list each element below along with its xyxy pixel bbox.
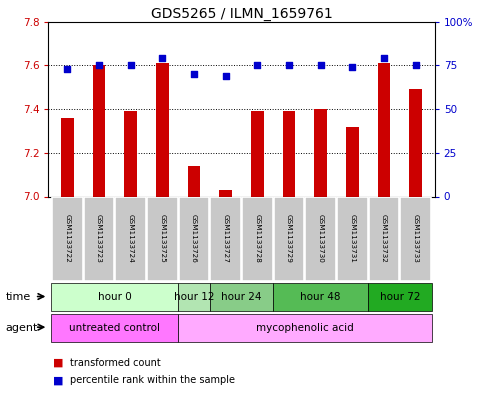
Point [380, 55, 388, 61]
Text: GSM1133732: GSM1133732 [381, 214, 387, 263]
Title: GDS5265 / ILMN_1659761: GDS5265 / ILMN_1659761 [151, 7, 332, 20]
Text: GSM1133722: GSM1133722 [64, 214, 71, 263]
Bar [124, 111, 137, 196]
Point [190, 71, 198, 77]
Point [222, 73, 229, 79]
Bar [211, 196, 241, 281]
Point [317, 62, 325, 68]
Bar [305, 196, 336, 281]
Bar [314, 109, 327, 196]
Text: GSM1133725: GSM1133725 [159, 214, 165, 263]
Bar [410, 89, 422, 196]
Text: GSM1133727: GSM1133727 [223, 214, 228, 263]
Point [254, 62, 261, 68]
Bar [369, 196, 399, 281]
Bar [188, 166, 200, 196]
Point [63, 66, 71, 72]
Text: hour 24: hour 24 [221, 292, 262, 302]
Bar [251, 111, 264, 196]
Point [127, 62, 134, 68]
Text: GSM1133723: GSM1133723 [96, 214, 102, 263]
Bar [368, 283, 431, 311]
Text: hour 0: hour 0 [98, 292, 132, 302]
Text: percentile rank within the sample: percentile rank within the sample [70, 375, 235, 386]
Text: untreated control: untreated control [70, 323, 160, 333]
Bar [52, 196, 83, 281]
Bar [219, 190, 232, 196]
Text: hour 72: hour 72 [380, 292, 420, 302]
Text: GSM1133726: GSM1133726 [191, 214, 197, 263]
Point [349, 64, 356, 70]
Text: ■: ■ [53, 358, 64, 368]
Bar [273, 283, 368, 311]
Bar [61, 118, 73, 196]
Text: GSM1133730: GSM1133730 [318, 214, 324, 263]
Bar [378, 63, 390, 196]
Bar [337, 196, 368, 281]
Bar [156, 63, 169, 196]
Point [412, 62, 420, 68]
Text: ■: ■ [53, 375, 64, 386]
Text: GSM1133731: GSM1133731 [349, 214, 355, 263]
Bar [115, 196, 146, 281]
Bar [283, 111, 295, 196]
Bar [178, 283, 210, 311]
Point [95, 62, 103, 68]
Bar [242, 196, 272, 281]
Text: GSM1133728: GSM1133728 [255, 214, 260, 263]
Text: GSM1133724: GSM1133724 [128, 214, 134, 263]
Point [285, 62, 293, 68]
Text: agent: agent [6, 323, 38, 333]
Bar [210, 283, 273, 311]
Bar [400, 196, 431, 281]
Text: hour 12: hour 12 [174, 292, 214, 302]
Bar [52, 314, 178, 342]
Bar [346, 127, 359, 196]
Point [158, 55, 166, 61]
Bar [52, 283, 178, 311]
Bar [178, 314, 431, 342]
Bar [147, 196, 178, 281]
Text: hour 48: hour 48 [300, 292, 341, 302]
Bar [274, 196, 304, 281]
Text: transformed count: transformed count [70, 358, 161, 368]
Text: time: time [6, 292, 31, 302]
Text: mycophenolic acid: mycophenolic acid [256, 323, 354, 333]
Text: GSM1133729: GSM1133729 [286, 214, 292, 263]
Bar [84, 196, 114, 281]
Bar [179, 196, 209, 281]
Bar [93, 65, 105, 196]
Text: GSM1133733: GSM1133733 [412, 214, 419, 263]
